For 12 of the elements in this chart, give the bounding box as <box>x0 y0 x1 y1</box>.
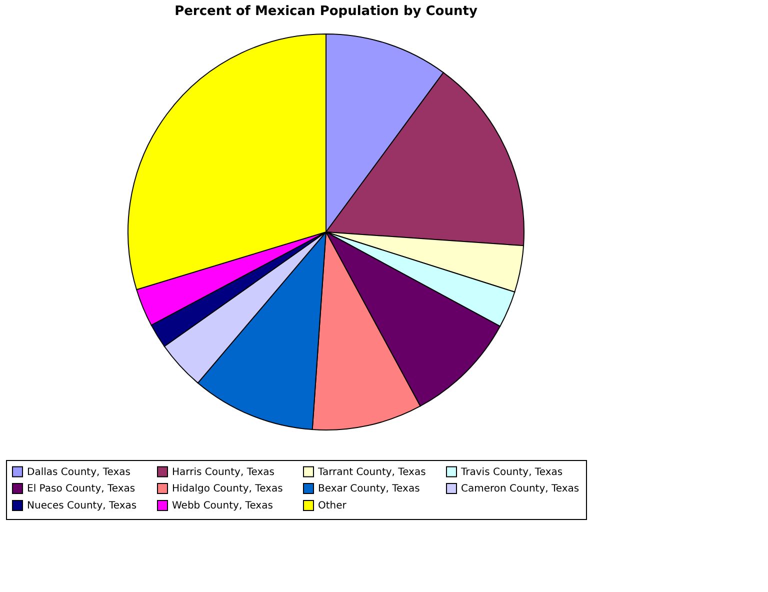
legend-label: Harris County, Texas <box>172 466 274 478</box>
legend-label: Dallas County, Texas <box>27 466 131 478</box>
legend-label: Travis County, Texas <box>460 466 563 478</box>
legend-label: Webb County, Texas <box>172 500 273 512</box>
legend-label: Cameron County, Texas <box>461 484 580 494</box>
legend-label: Nueces County, Texas <box>27 500 137 512</box>
legend-label: El Paso County, Texas <box>27 484 136 494</box>
legend-label: Bexar County, Texas <box>318 484 420 494</box>
legend-label: Tarrant County, Texas <box>317 466 426 478</box>
legend-label: Other <box>318 500 348 512</box>
legend-label: Hidalgo County, Texas <box>172 484 283 494</box>
chart-title: Percent of Mexican Population by County <box>174 4 478 19</box>
